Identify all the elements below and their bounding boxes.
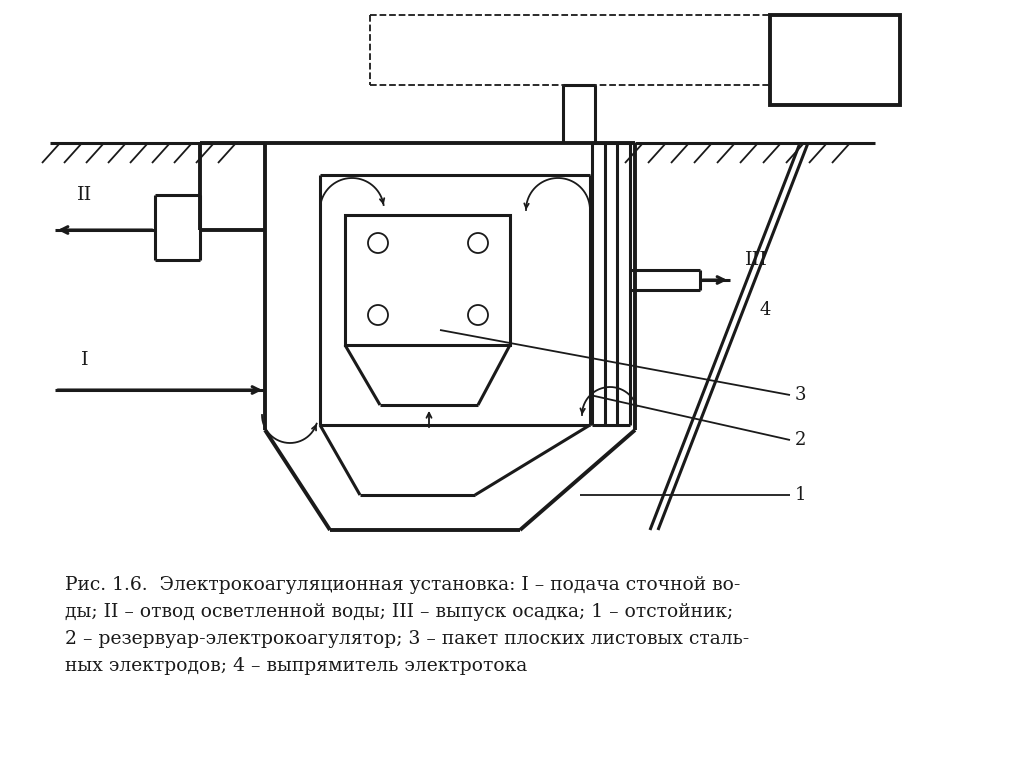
Text: 4: 4 [760, 301, 771, 319]
Text: 1: 1 [795, 486, 807, 504]
Text: ды; II – отвод осветленной воды; III – выпуск осадка; 1 – отстойник;: ды; II – отвод осветленной воды; III – в… [65, 603, 733, 621]
Text: 2 – резервуар-электрокоагулятор; 3 – пакет плоских листовых сталь-: 2 – резервуар-электрокоагулятор; 3 – пак… [65, 630, 750, 648]
Bar [770, 15, 900, 105]
Text: III: III [745, 251, 768, 269]
Text: I: I [81, 351, 89, 369]
Bar [345, 215, 510, 345]
Text: ных электродов; 4 – выпрямитель электротока: ных электродов; 4 – выпрямитель электрот… [65, 657, 527, 675]
Text: 2: 2 [795, 431, 806, 449]
Text: Рис. 1.6.  Электрокоагуляционная установка: I – подача сточной во-: Рис. 1.6. Электрокоагуляционная установк… [65, 576, 740, 594]
Text: 3: 3 [795, 386, 807, 404]
Text: II: II [78, 186, 92, 204]
